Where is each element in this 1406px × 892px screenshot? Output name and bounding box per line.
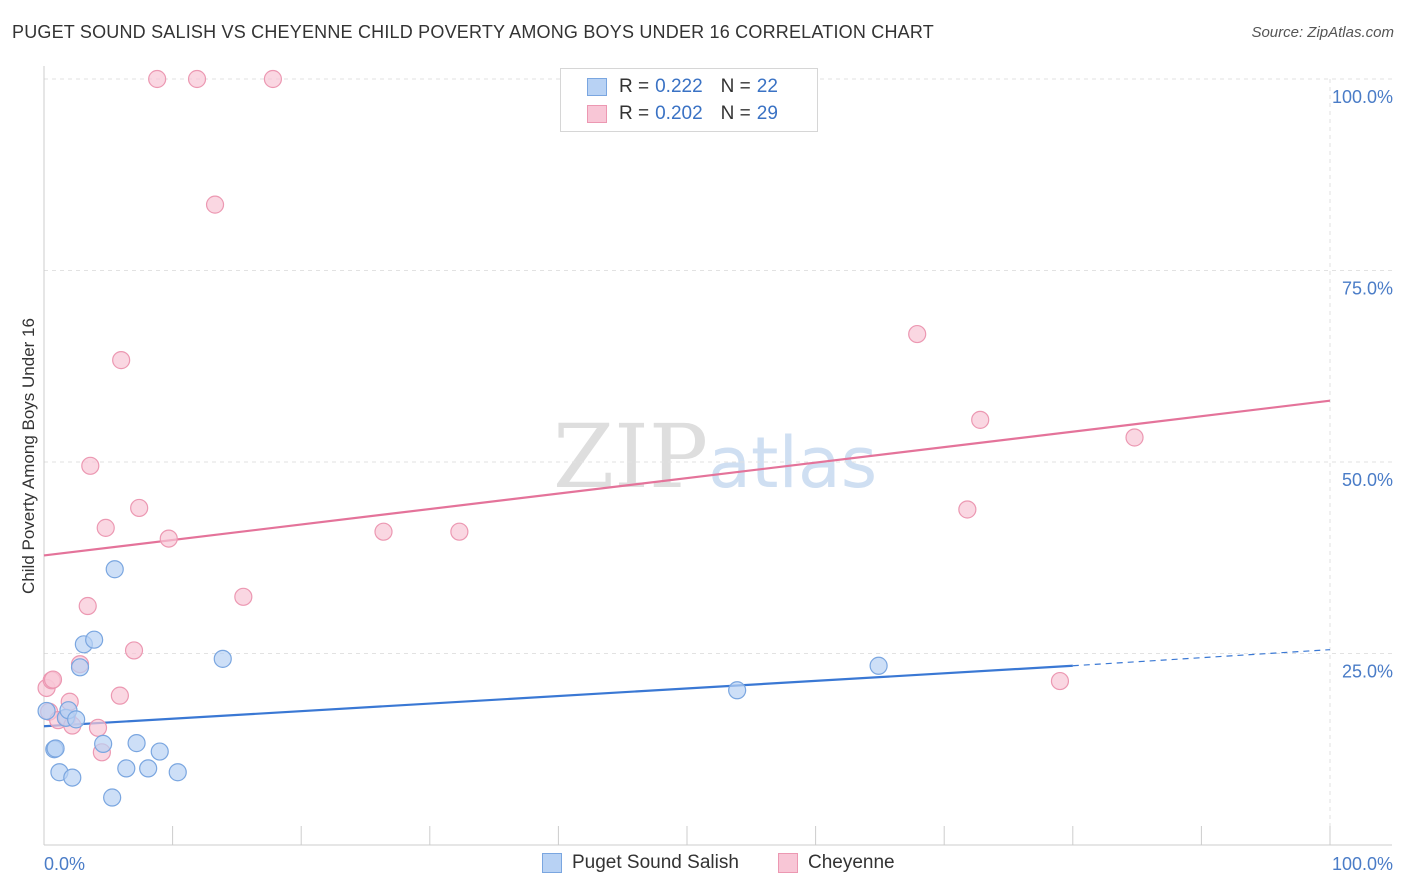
point-puget-sound-salish [67,710,86,729]
source-credit: Source: ZipAtlas.com [1251,24,1394,41]
legend-item-cheyenne[interactable]: Cheyenne [778,852,895,874]
y-tick-label: 50.0% [1342,470,1393,490]
x-tick-label: 100.0% [1332,854,1393,874]
legend-n-value: 22 [756,76,778,97]
point-cheyenne [908,324,927,344]
point-cheyenne [96,518,115,537]
point-puget-sound-salish [103,788,122,807]
grid-lines [44,78,1392,845]
trend-line-cheyenne [43,399,1331,557]
axes [43,66,1392,846]
legend-n-label: N = [720,76,751,97]
point-cheyenne [971,410,990,429]
legend-swatch-blue [542,853,562,873]
point-cheyenne [78,596,97,616]
point-cheyenne [159,529,178,548]
point-cheyenne [1050,671,1070,691]
point-cheyenne [88,718,108,737]
legend-label: Cheyenne [808,852,895,873]
point-puget-sound-salish [105,560,124,579]
stats-legend: R = 0.222 N = 22 R = 0.202 N = 29 [560,68,818,132]
trend-lines [43,399,1331,728]
point-puget-sound-salish [150,742,169,761]
watermark-atlas: atlas [708,422,878,504]
point-puget-sound-salish [869,656,888,675]
legend-swatch-pink [587,105,607,123]
y-tick-label: 100.0% [1332,87,1393,107]
point-cheyenne [1125,428,1144,447]
point-cheyenne [110,686,129,705]
point-puget-sound-salish [213,649,232,668]
legend-r-value: 0.202 [655,103,703,124]
chart-title: PUGET SOUND SALISH VS CHEYENNE CHILD POV… [12,22,934,42]
point-cheyenne [148,69,167,89]
point-puget-sound-salish [127,734,146,753]
series-legend: Puget Sound Salish Cheyenne [0,850,1406,878]
y-axis-label: Child Poverty Among Boys Under 16 [19,318,38,594]
point-cheyenne [958,500,977,519]
point-cheyenne [205,195,225,214]
point-puget-sound-salish [46,739,65,758]
point-cheyenne [263,69,283,89]
point-cheyenne [124,641,144,660]
y-tick-label: 75.0% [1342,279,1393,299]
point-cheyenne [81,456,100,475]
legend-row-puget: R = 0.222 N = 22 [587,74,778,100]
point-puget-sound-salish [94,734,113,753]
point-cheyenne [43,670,63,689]
legend-r-label: R = [619,76,650,97]
point-puget-sound-salish [63,768,82,787]
tick-labels: 25.0% 50.0% 75.0% 100.0% 0.0% 100.0% Child Pov… [19,87,1393,874]
point-cheyenne [130,498,149,518]
legend-label: Puget Sound Salish [572,852,739,873]
legend-swatch-blue [587,78,607,96]
data-points [37,69,1144,807]
x-tick-label: 0.0% [44,854,85,874]
trend-line-puget-sound-salish-extension [1072,649,1331,667]
legend-swatch-pink [778,853,798,873]
point-puget-sound-salish [37,701,56,721]
point-puget-sound-salish [728,681,747,700]
point-puget-sound-salish [85,630,104,649]
point-cheyenne [187,69,207,89]
legend-n-value: 29 [756,103,778,124]
legend-row-cheyenne: R = 0.202 N = 29 [587,101,778,127]
point-puget-sound-salish [117,759,136,778]
point-cheyenne [234,587,253,606]
legend-r-value: 0.222 [655,76,703,97]
point-puget-sound-salish [70,658,90,677]
y-tick-label: 25.0% [1342,662,1393,682]
legend-item-puget-sound-salish[interactable]: Puget Sound Salish [542,852,739,874]
point-puget-sound-salish [168,763,187,782]
legend-n-label: N = [720,103,751,124]
point-cheyenne [450,522,469,541]
trend-line-puget-sound-salish [43,664,1073,728]
point-cheyenne [112,351,131,370]
point-cheyenne [374,522,393,541]
legend-r-label: R = [619,103,650,124]
point-puget-sound-salish [139,759,158,778]
